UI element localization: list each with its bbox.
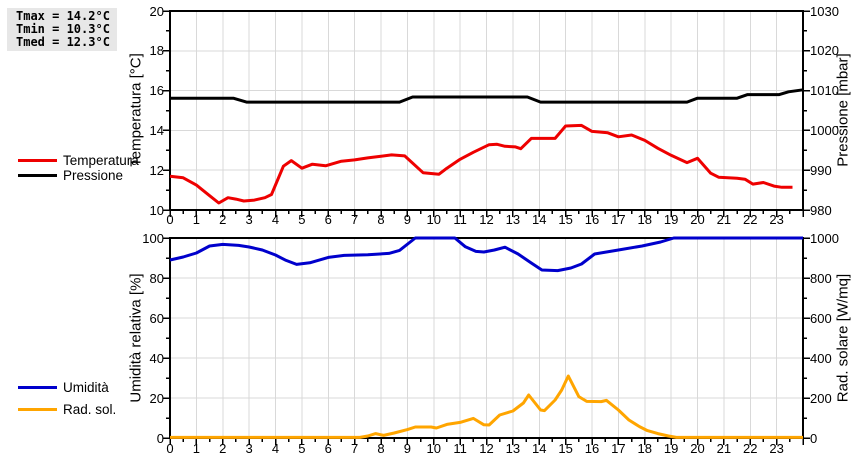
solar-line-swatch [18,408,57,411]
legend-item-radsol: Rad. sol. [18,402,168,418]
stats-tmax: Tmax = 14.2°C [16,9,110,23]
humidity-line-swatch [18,386,57,389]
plot-border [169,237,804,439]
legend-item-pressione: Pressione [18,168,168,184]
stats-box: Tmax = 14.2°C Tmin = 10.3°C Tmed = 12.3°… [7,8,117,51]
axis-title-solar: Rad. solare [W/mq] [834,273,852,403]
stats-tmin: Tmin = 10.3°C [16,22,110,36]
series-pressione [170,88,804,104]
plot-border [169,10,804,211]
legend-label-radsol: Rad. sol. [63,402,117,417]
temperature-line-swatch [18,159,57,162]
legend-item-umidita: Umidità [18,380,168,396]
pressure-line-swatch [18,174,57,177]
axis-title-temperature: Temperatura [°C] [127,53,145,167]
series-rad-sol- [170,374,803,439]
series-umidit- [169,236,803,273]
series-temperatura [169,123,793,205]
stats-tmed: Tmed = 12.3°C [16,35,110,49]
legend-item-temperatura: Temperatura [18,153,168,169]
axis-title-pressure: Pressione [mbar] [834,53,852,167]
legend-label-pressione: Pressione [63,168,124,183]
legend-label-temperatura: Temperatura [63,153,139,168]
legend-label-umidita: Umidità [63,380,109,395]
